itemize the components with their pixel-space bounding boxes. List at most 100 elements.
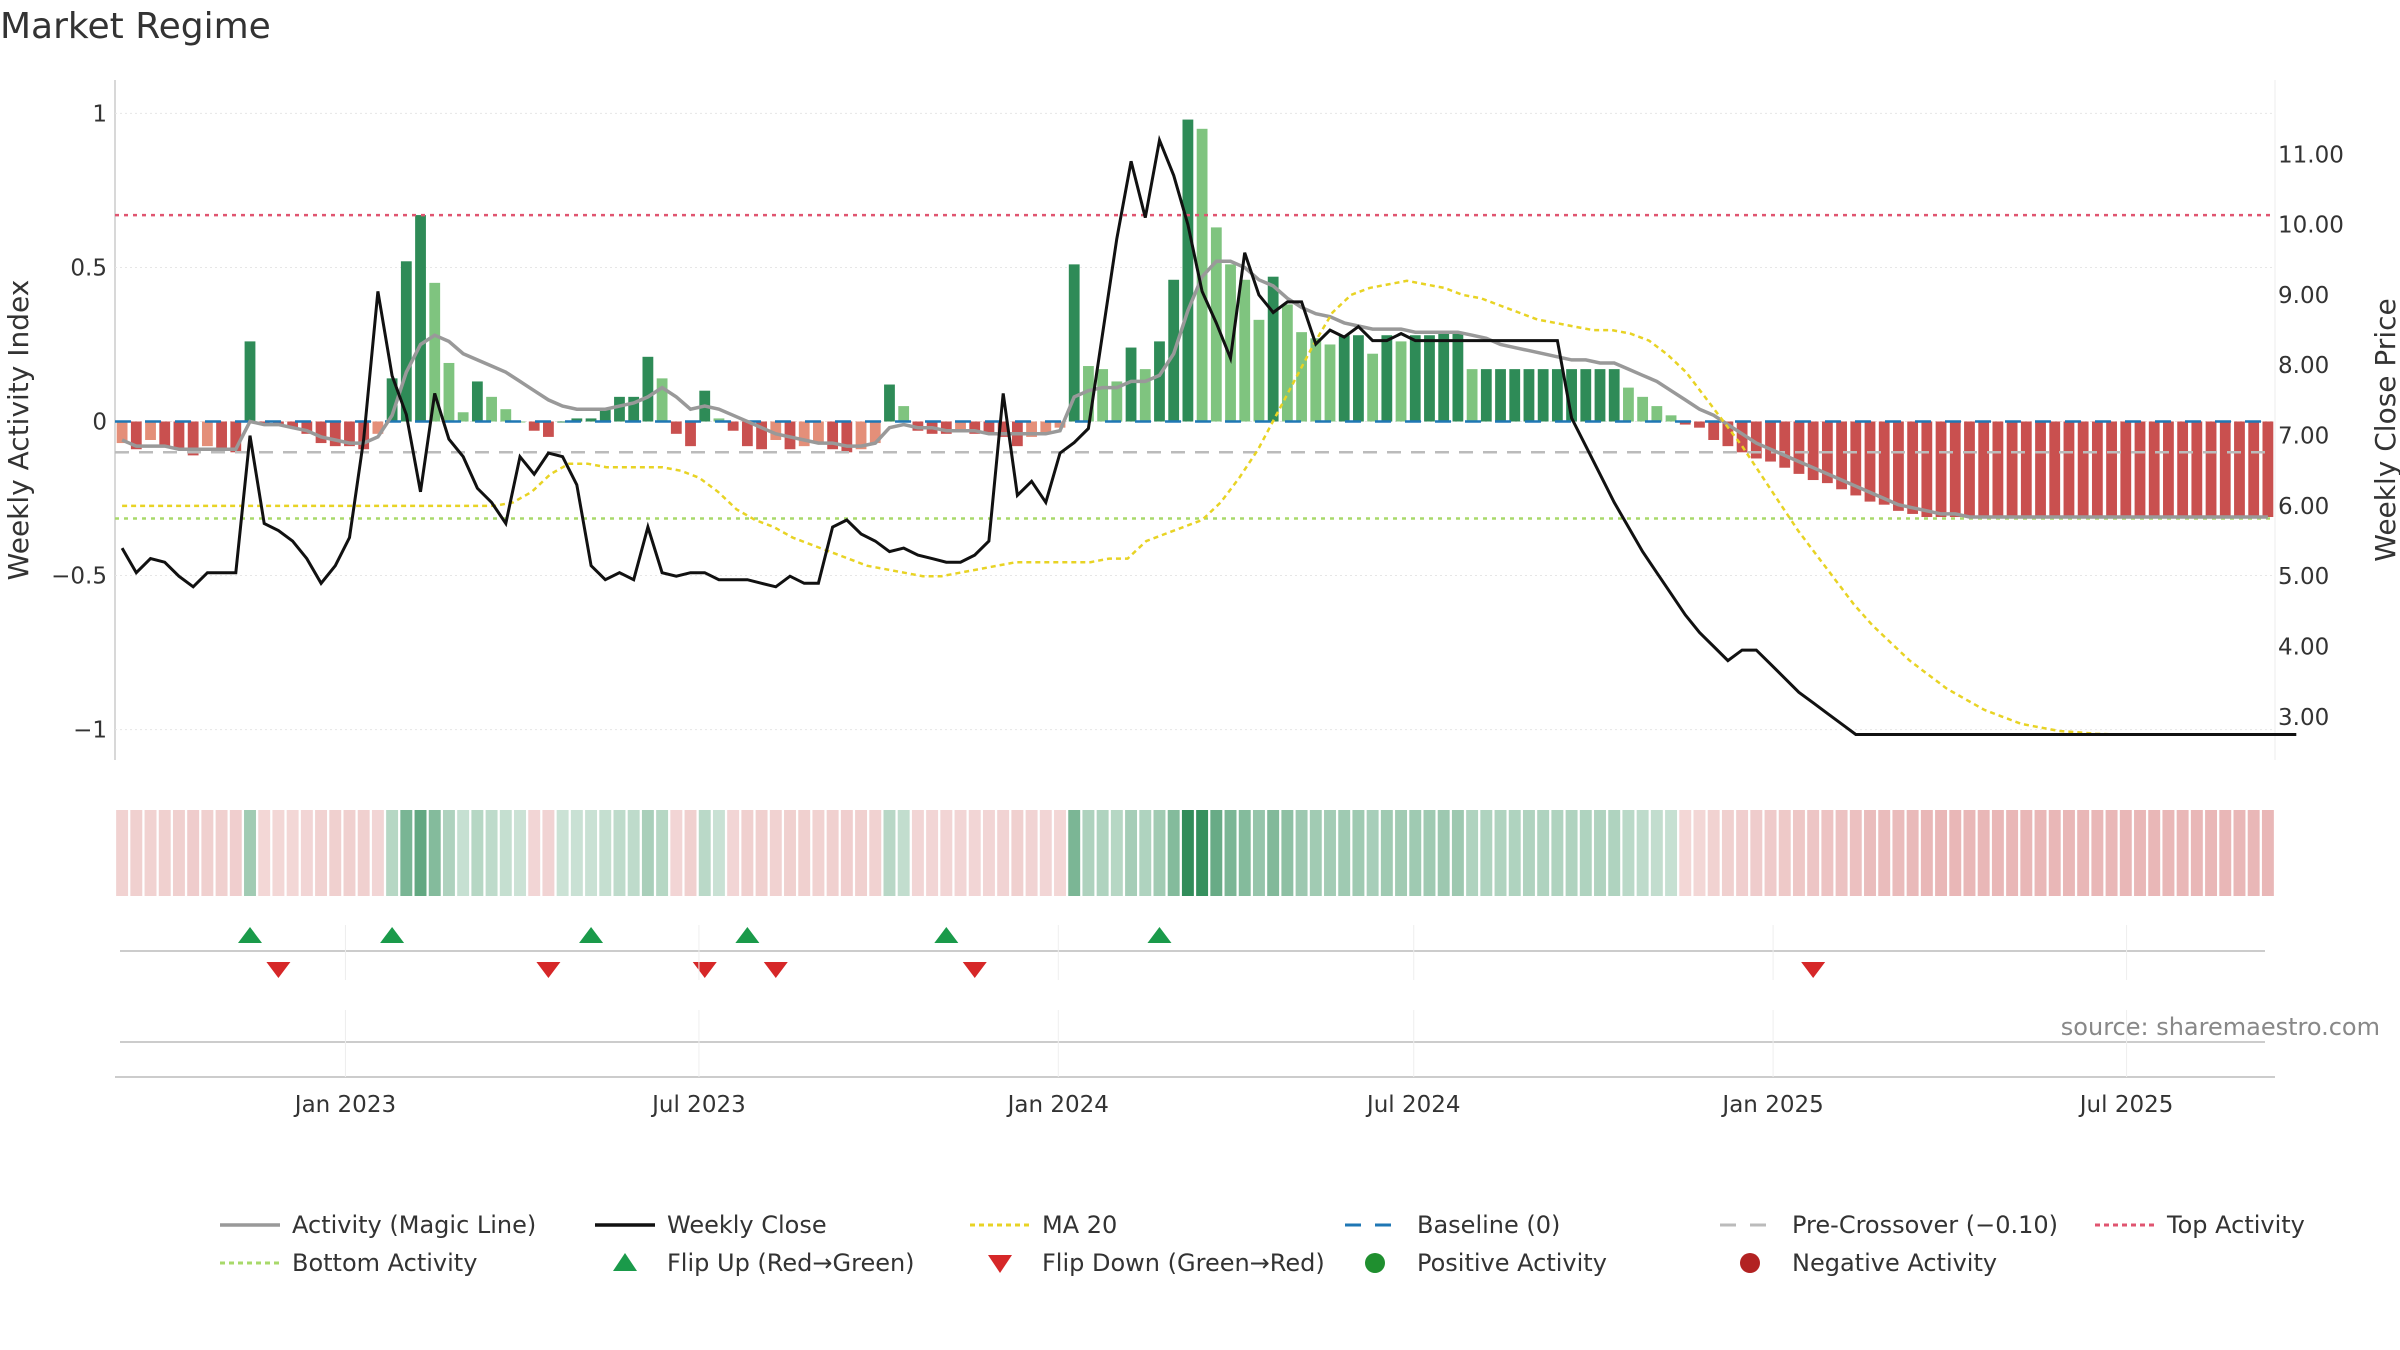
regime-strip-cell <box>883 810 896 896</box>
regime-strip-cell <box>1991 810 2004 896</box>
regime-strip-cell <box>656 810 669 896</box>
activity-bar <box>2191 421 2203 518</box>
regime-strip-cell <box>1338 810 1351 896</box>
activity-bar <box>685 421 696 447</box>
regime-strip-cell <box>485 810 498 896</box>
activity-bar <box>1040 421 1052 434</box>
activity-bar <box>1480 369 1492 422</box>
regime-strip-cell <box>158 810 171 896</box>
regime-strip-cell <box>499 810 512 896</box>
legend-label: Pre-Crossover (−0.10) <box>1792 1211 2058 1239</box>
flip-up-marker <box>579 927 604 943</box>
regime-strip-cell <box>1778 810 1791 896</box>
flip-up-marker <box>380 927 405 943</box>
regime-strip-cell <box>116 810 129 896</box>
activity-bar <box>2020 421 2032 518</box>
activity-bar <box>798 421 810 447</box>
activity-bar <box>116 421 128 444</box>
activity-bar <box>1026 421 1037 437</box>
activity-bar <box>1182 119 1194 422</box>
regime-strip-cell <box>1068 810 1081 896</box>
activity-bar <box>1267 276 1279 422</box>
right-axis-title: Weekly Close Price <box>2369 298 2400 561</box>
activity-bar <box>1353 335 1364 422</box>
activity-bar <box>2134 421 2146 518</box>
regime-strip-cell <box>1125 810 1138 896</box>
activity-bar <box>457 412 469 422</box>
activity-bar <box>1893 421 1904 511</box>
activity-bar <box>1750 421 1762 459</box>
activity-bar <box>344 421 355 447</box>
legend-label: Flip Down (Green→Red) <box>1042 1249 1325 1277</box>
legend-swatch <box>988 1255 1012 1273</box>
regime-strip-cell <box>627 810 640 896</box>
activity-bar <box>2234 421 2245 518</box>
regime-strip-cell <box>940 810 953 896</box>
x-tick-label: Jan 2025 <box>1720 1092 1823 1118</box>
activity-magic-line <box>121 259 2268 519</box>
regime-strip-cell <box>1366 810 1379 896</box>
legend-label: Flip Up (Red→Green) <box>667 1249 915 1277</box>
legend-item: Bottom Activity <box>220 1249 477 1277</box>
x-tick-label: Jul 2025 <box>2078 1092 2174 1118</box>
regime-strip-cell <box>2190 810 2203 896</box>
activity-bar <box>1992 421 2004 518</box>
regime-strip-cell <box>1309 810 1322 896</box>
regime-strip-cell <box>1167 810 1180 896</box>
activity-bar <box>159 421 171 447</box>
regime-strip-cell <box>1210 810 1223 896</box>
regime-strip-cell <box>2091 810 2104 896</box>
regime-strip-cell <box>229 810 242 896</box>
left-tick-label: 1 <box>92 101 107 127</box>
activity-bar <box>372 421 384 434</box>
activity-bar <box>400 261 412 422</box>
flip-up-marker <box>934 927 959 943</box>
right-tick-label: 4.00 <box>2278 635 2329 661</box>
regime-strip-cell <box>1252 810 1265 896</box>
legend-label: Top Activity <box>2166 1211 2305 1239</box>
activity-bar <box>1253 319 1265 422</box>
regime-strip-cell <box>897 810 910 896</box>
activity-bar <box>813 421 824 444</box>
flip-up-marker <box>735 927 760 943</box>
activity-bar <box>1836 421 1847 490</box>
activity-bar <box>1566 369 1577 422</box>
activity-bar <box>2049 421 2061 518</box>
regime-strip-cell <box>926 810 939 896</box>
activity-bar <box>2077 421 2089 518</box>
activity-bar <box>2035 421 2046 518</box>
flip-up-marker <box>1147 927 1172 943</box>
legend-item: Flip Down (Green→Red) <box>988 1249 1325 1277</box>
legend-item: Weekly Close <box>595 1211 827 1239</box>
regime-strip-cell <box>1011 810 1024 896</box>
activity-bar <box>1793 421 1805 474</box>
legend-label: Negative Activity <box>1792 1249 1997 1277</box>
regime-strip-cell <box>968 810 981 896</box>
activity-bar <box>1850 421 1862 496</box>
flip-down-marker <box>536 962 561 978</box>
legend-swatch <box>1365 1253 1385 1273</box>
activity-bar <box>571 418 583 422</box>
regime-strip-cell <box>2247 810 2260 896</box>
regime-strip-cell <box>130 810 143 896</box>
activity-bar <box>969 421 981 434</box>
legend-item: Top Activity <box>2095 1211 2305 1239</box>
activity-bar <box>315 421 327 444</box>
regime-strip-cell <box>1920 810 1933 896</box>
regime-strip-cell <box>343 810 356 896</box>
regime-strip-cell <box>471 810 484 896</box>
right-tick-label: 9.00 <box>2278 283 2329 309</box>
regime-strip-cell <box>386 810 399 896</box>
regime-strip-cell <box>1423 810 1436 896</box>
regime-strip-cell <box>684 810 697 896</box>
activity-bar <box>1296 332 1307 422</box>
activity-bar <box>898 406 910 422</box>
regime-strip-cell <box>1878 810 1891 896</box>
right-tick-label: 11.00 <box>2278 142 2344 168</box>
regime-strip-cell <box>2062 810 2075 896</box>
activity-bar <box>1083 366 1094 422</box>
activity-bar <box>670 421 682 434</box>
legend-swatch <box>1740 1253 1760 1273</box>
activity-bar <box>216 421 227 450</box>
